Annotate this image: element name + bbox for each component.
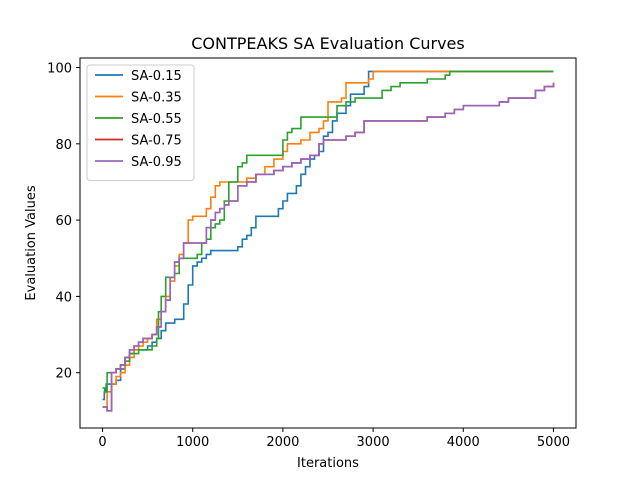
x-tick-label: 5000 bbox=[537, 435, 570, 450]
y-tick-label: 40 bbox=[55, 290, 72, 305]
y-tick-label: 20 bbox=[55, 367, 72, 382]
x-tick-label: 3000 bbox=[357, 435, 390, 450]
legend-label: SA-0.55 bbox=[131, 112, 182, 127]
x-tick-label: 1000 bbox=[176, 435, 209, 450]
legend-label: SA-0.75 bbox=[131, 134, 182, 149]
y-axis-label: Evaluation Values bbox=[24, 185, 39, 300]
y-axis-ticks: 20 40 60 80 100 bbox=[47, 62, 80, 382]
legend-label: SA-0.95 bbox=[131, 155, 182, 170]
legend-box bbox=[86, 64, 195, 181]
series-layer bbox=[102, 70, 555, 412]
y-tick-label: 100 bbox=[47, 62, 72, 77]
legend-label: SA-0.35 bbox=[131, 91, 182, 106]
x-axis-label: Iterations bbox=[297, 456, 359, 471]
legend: SA-0.15 SA-0.35 SA-0.55 SA-0.75 SA-0.95 bbox=[86, 64, 195, 181]
plot-frame bbox=[79, 57, 577, 429]
x-tick-label: 2000 bbox=[266, 435, 299, 450]
x-tick-label: 4000 bbox=[447, 435, 480, 450]
series-line-sa-0-55 bbox=[102, 70, 554, 393]
legend-label: SA-0.15 bbox=[131, 69, 182, 84]
x-tick-label: 0 bbox=[98, 435, 106, 450]
series-line-sa-0-95 bbox=[102, 82, 555, 412]
chart-title: CONTPEAKS SA Evaluation Curves bbox=[191, 34, 464, 53]
y-tick-label: 80 bbox=[55, 138, 72, 153]
x-axis-ticks: 0 1000 2000 3000 4000 5000 bbox=[98, 428, 570, 450]
y-tick-label: 60 bbox=[55, 214, 72, 229]
